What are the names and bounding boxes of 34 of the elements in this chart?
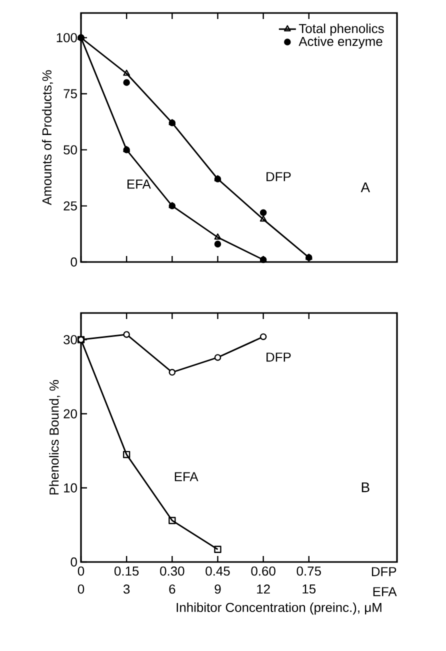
x-tick-label: 0	[78, 566, 84, 576]
x2-tick-label: 9	[214, 584, 221, 594]
x2-tick-label: 15	[302, 584, 316, 594]
x2-tick-label: 6	[169, 584, 176, 594]
y-tick-label: 75	[64, 89, 77, 98]
y-tick-label: 0	[70, 557, 77, 567]
x-tick-label: 0.15	[114, 566, 139, 576]
y-tick-label: 0	[70, 257, 77, 267]
x-tick-label: 0.30	[160, 566, 184, 576]
annotation: DFP	[266, 352, 291, 362]
x2-tick-label: 3	[123, 584, 130, 594]
annotation: B	[362, 482, 370, 492]
y-axis-title: Phenolics Bound, %	[49, 380, 60, 494]
y-axis-title: Amounts of Products,%	[42, 70, 54, 206]
y-tick-label: 100	[56, 33, 77, 42]
x-tick-label: 0.45	[206, 566, 230, 576]
x2-tick-label: 0	[78, 584, 84, 594]
annotation: EFA	[128, 180, 151, 189]
text: DFP	[372, 567, 396, 576]
x-axis-title: Inhibitor Concentration (preinc.), μM	[176, 602, 382, 615]
y-tick-label: 25	[64, 201, 77, 210]
text: EFA	[373, 587, 397, 596]
x-tick-label: 0.75	[296, 566, 321, 576]
y-tick-label: 10	[64, 483, 77, 492]
annotation: DFP	[266, 172, 291, 182]
legend-label: Total phenolics	[298, 24, 384, 36]
y-tick-label: 30	[64, 335, 77, 344]
x2-tick-label: 12	[257, 584, 270, 594]
annotation: EFA	[174, 472, 198, 482]
legend-label: Active enzyme	[298, 36, 382, 49]
x-tick-label: 0.60	[251, 566, 276, 576]
y-tick-label: 20	[64, 409, 77, 418]
y-tick-label: 50	[64, 145, 77, 154]
annotation: A	[360, 182, 370, 192]
